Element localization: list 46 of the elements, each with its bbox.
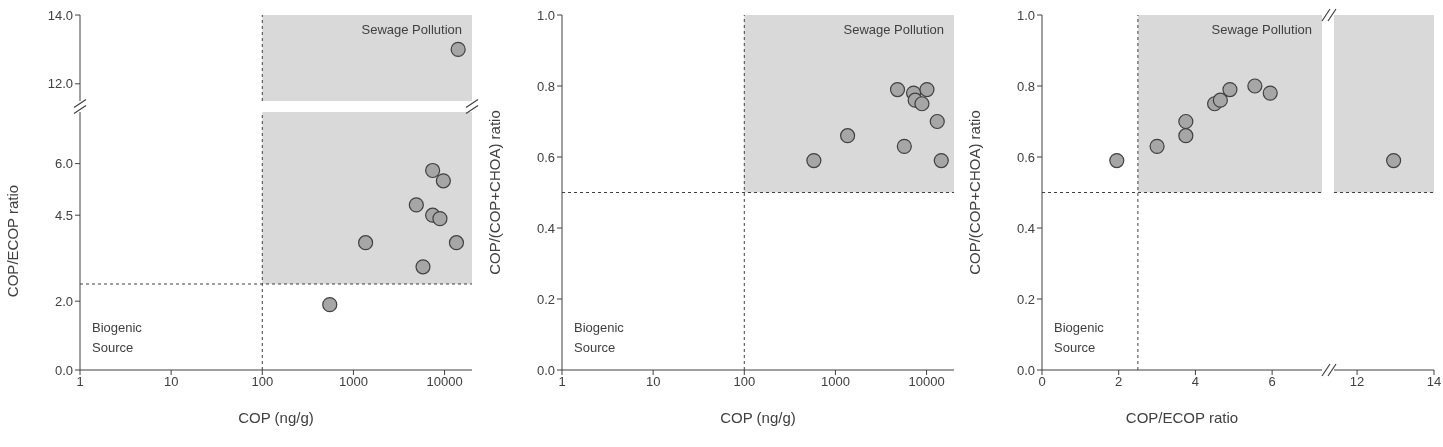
x-tick-label: 10 xyxy=(163,374,179,390)
x-tick-label: 100 xyxy=(251,374,274,390)
y-tick-label: 0.6 xyxy=(536,149,555,165)
y-tick-label: 4.5 xyxy=(54,207,73,223)
x-tick-label: 12 xyxy=(1349,374,1365,390)
y-tick-label: 0.4 xyxy=(1016,220,1035,236)
x-tick-label: 4 xyxy=(1191,374,1200,390)
annotation: Biogenic Source xyxy=(1054,320,1104,355)
x-tick-label: 1 xyxy=(76,374,84,390)
annotation: Biogenic Source xyxy=(574,320,624,355)
y-tick-label: 1.0 xyxy=(536,7,555,23)
y-tick-label: 0.2 xyxy=(536,291,555,307)
y-tick-label: 0.6 xyxy=(1016,149,1035,165)
x-tick-label: 10000 xyxy=(908,374,945,390)
x-tick-label: 2 xyxy=(1115,374,1123,390)
x-tick-label: 0 xyxy=(1038,374,1046,390)
x-axis-title: COP (ng/g) xyxy=(720,409,796,426)
y-tick-label: 0.8 xyxy=(1016,78,1035,94)
annotation: Biogenic Source xyxy=(92,320,142,355)
y-tick-label: 0.0 xyxy=(1016,362,1035,378)
y-axis-title: COP/(COP+CHOA) ratio xyxy=(486,110,504,275)
band-label: Sewage Pollution xyxy=(1211,22,1312,38)
x-tick-label: 1000 xyxy=(338,374,368,390)
band-label: Sewage Pollution xyxy=(843,22,944,38)
x-tick-label: 100 xyxy=(733,374,756,390)
x-tick-label: 1 xyxy=(558,374,566,390)
x-tick-label: 10000 xyxy=(426,374,463,390)
x-axis-title: COP/ECOP ratio xyxy=(1125,409,1239,426)
y-tick-label: 0.0 xyxy=(54,362,73,378)
y-axis-title: COP/(COP+CHOA) ratio xyxy=(966,110,984,275)
y-tick-label: 2.0 xyxy=(54,293,73,309)
x-axis-title: COP (ng/g) xyxy=(238,409,314,426)
y-tick-label: 0.0 xyxy=(536,362,555,378)
y-tick-label: 6.0 xyxy=(54,156,73,172)
y-tick-label: 0.8 xyxy=(536,78,555,94)
x-tick-label: 10 xyxy=(645,374,661,390)
y-tick-label: 14.0 xyxy=(47,7,73,23)
y-tick-label: 0.2 xyxy=(1016,291,1035,307)
y-tick-label: 0.4 xyxy=(536,220,555,236)
x-tick-label: 6 xyxy=(1268,374,1276,390)
x-tick-label: 1000 xyxy=(820,374,850,390)
y-tick-label: 1.0 xyxy=(1016,7,1035,23)
x-tick-label: 14 xyxy=(1426,374,1442,390)
y-axis-title: COP/ECOP ratio xyxy=(4,184,22,298)
band-label: Sewage Pollution xyxy=(361,22,462,38)
y-tick-label: 12.0 xyxy=(47,76,73,92)
